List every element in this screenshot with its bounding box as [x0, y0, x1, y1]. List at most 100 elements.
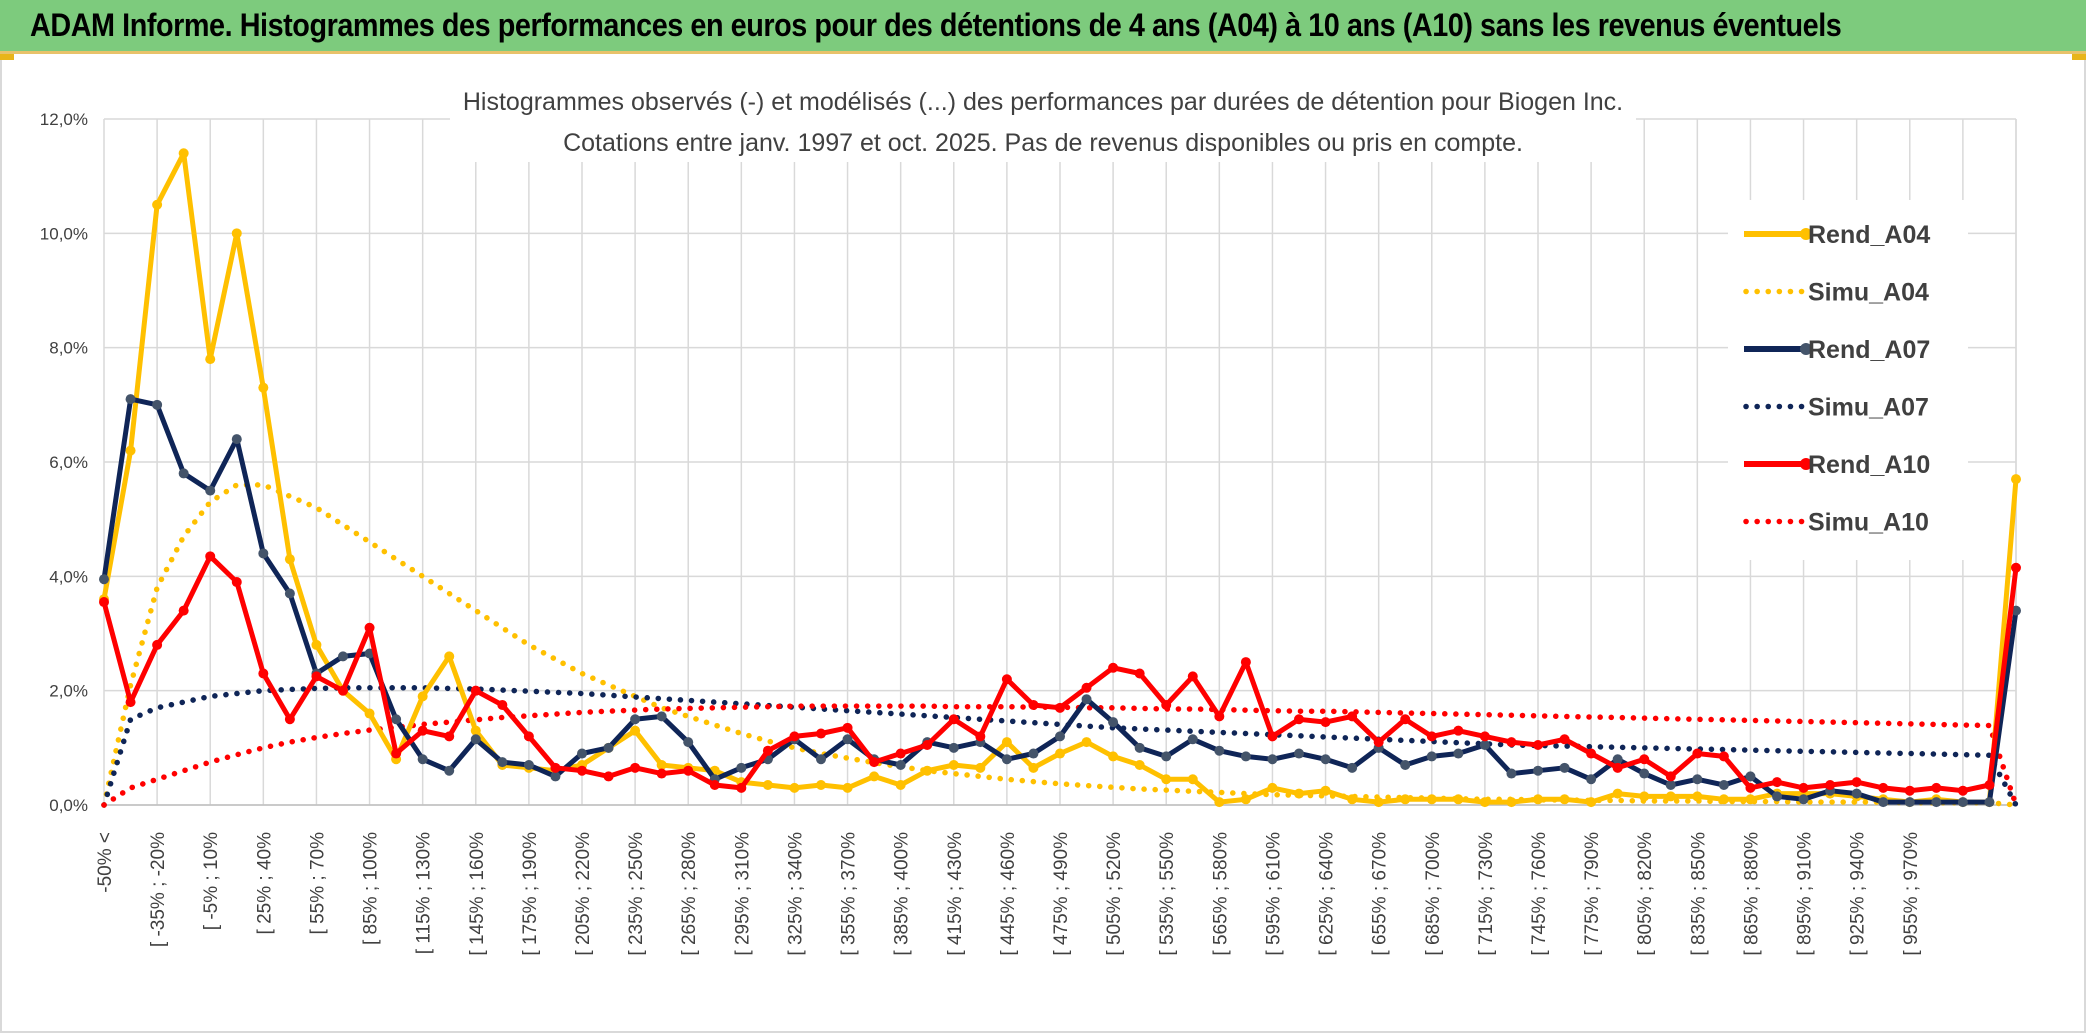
data-point: [178, 148, 189, 159]
data-point: [1081, 694, 1092, 705]
y-tick-label: 8,0%: [49, 339, 88, 358]
data-point: [1931, 782, 1942, 793]
data-point: [948, 759, 959, 770]
data-point: [816, 754, 826, 765]
data-point: [1745, 782, 1756, 793]
data-point: [1745, 771, 1756, 782]
x-tick-label: [ -35% ; -20%: [148, 832, 169, 947]
data-point: [1187, 734, 1198, 745]
data-point: [1479, 797, 1490, 808]
data-point: [1984, 797, 1995, 808]
x-tick-label: [ 775% ; 790%: [1582, 832, 1603, 956]
legend-item: Rend_A10: [1744, 451, 1930, 479]
data-point: [1001, 674, 1012, 685]
data-point: [1506, 797, 1517, 808]
data-point: [284, 588, 295, 599]
data-point: [1453, 794, 1464, 805]
data-point: [1772, 791, 1782, 802]
legend-label: Rend_A04: [1808, 221, 1930, 249]
data-point: [1240, 657, 1251, 668]
data-point: [709, 779, 720, 790]
data-point: [895, 779, 906, 790]
data-point: [125, 697, 136, 708]
x-tick-label: [ 685% ; 700%: [1423, 832, 1444, 956]
data-point: [205, 551, 216, 562]
series-layer: [99, 148, 2021, 808]
data-point: [470, 734, 481, 745]
data-point: [1559, 794, 1570, 805]
data-point: [842, 734, 853, 745]
data-point: [948, 714, 959, 725]
data-point: [1639, 791, 1650, 802]
x-tick-label: [ 415% ; 430%: [945, 832, 966, 956]
legend-label: Simu_A07: [1808, 394, 1929, 422]
y-tick-label: 4,0%: [49, 567, 88, 586]
data-point: [630, 762, 641, 773]
x-tick-label: [ 115% ; 130%: [414, 832, 435, 954]
data-point: [1586, 774, 1597, 785]
data-point: [1161, 699, 1172, 710]
data-point: [391, 748, 402, 759]
data-point: [895, 748, 906, 759]
data-point: [789, 731, 800, 742]
data-point: [417, 725, 428, 736]
data-point: [1240, 794, 1251, 805]
x-tick-label: [ 535% ; 550%: [1157, 832, 1178, 956]
x-tick-label: [ 805% ; 820%: [1635, 832, 1656, 956]
data-point: [1586, 797, 1597, 808]
report-banner: ADAM Informe. Histogrammes des performan…: [0, 0, 2086, 54]
data-point: [1134, 668, 1145, 679]
data-point: [656, 768, 667, 779]
data-point: [1479, 731, 1490, 742]
legend-item: Simu_A07: [1743, 394, 1929, 422]
data-point: [1108, 717, 1119, 728]
data-point: [975, 731, 986, 742]
data-point: [736, 782, 747, 793]
data-point: [1214, 745, 1225, 756]
data-point: [1400, 794, 1411, 805]
data-point: [311, 671, 322, 682]
legend-marker: [1800, 343, 1812, 355]
data-point: [125, 445, 136, 456]
data-point: [1851, 788, 1862, 799]
series-line: [101, 685, 2019, 808]
data-point: [1798, 794, 1809, 805]
data-point: [1081, 682, 1092, 693]
legend-label: Rend_A07: [1808, 336, 1930, 364]
data-point: [2011, 562, 2021, 573]
data-point: [99, 597, 109, 608]
data-point: [1612, 754, 1623, 765]
x-tick-label: [ 385% ; 400%: [892, 832, 913, 956]
data-point: [205, 354, 216, 365]
data-point: [1400, 759, 1411, 770]
data-point: [152, 639, 163, 650]
legend-item: Simu_A10: [1743, 509, 1929, 537]
data-point: [1161, 751, 1172, 762]
data-point: [1426, 731, 1437, 742]
data-point: [1639, 754, 1650, 765]
y-tick-label: 0,0%: [49, 796, 88, 815]
data-point: [258, 548, 269, 559]
data-point: [391, 714, 402, 725]
data-point: [311, 639, 322, 650]
data-point: [1028, 699, 1039, 710]
x-tick-label: [ 895% ; 910%: [1795, 832, 1816, 956]
x-tick-label: [ 475% ; 490%: [1051, 832, 1072, 956]
data-point: [444, 651, 455, 662]
data-point: [1240, 751, 1251, 762]
data-point: [470, 685, 481, 696]
data-point: [577, 748, 587, 759]
chart-title: Histogrammes observés (-) et modélisés (…: [463, 88, 1623, 116]
data-point: [1028, 748, 1039, 759]
data-point: [869, 757, 880, 768]
data-point: [975, 762, 986, 773]
data-point: [1214, 797, 1225, 808]
data-point: [948, 742, 959, 753]
data-point: [656, 711, 667, 722]
data-point: [1373, 737, 1384, 748]
data-point: [497, 757, 508, 768]
data-point: [603, 742, 614, 753]
data-point: [1665, 779, 1676, 790]
data-point: [1426, 751, 1437, 762]
x-tick-label: [ 835% ; 850%: [1688, 832, 1709, 956]
